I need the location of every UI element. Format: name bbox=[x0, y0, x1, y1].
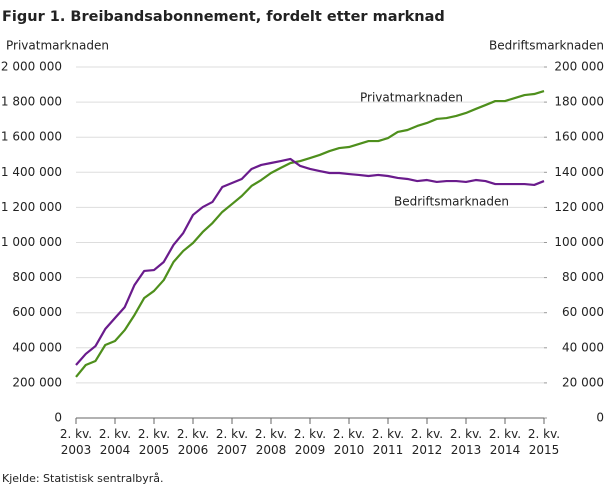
y2-tick-label: 200 000 bbox=[554, 60, 604, 74]
y-tick-label: 1 800 000 bbox=[1, 95, 62, 109]
y2-tick-label: 40 000 bbox=[562, 340, 604, 354]
y2-tick-label: 120 000 bbox=[554, 200, 604, 214]
y-tick-label: 1 400 000 bbox=[1, 165, 62, 179]
y-tick-label: 800 000 bbox=[12, 270, 62, 284]
source: Kjelde: Statistisk sentralbyrå. bbox=[2, 472, 164, 485]
x-tick-label: 2. kv. 2011 bbox=[371, 427, 405, 457]
y-axis-label: Privatmarknaden bbox=[6, 39, 109, 53]
x-tick-label: 2. kv. 2003 bbox=[59, 427, 93, 457]
y2-axis-label: Bedriftsmarknaden bbox=[489, 39, 604, 53]
y-tick-label: 1 000 000 bbox=[1, 235, 62, 249]
series-line bbox=[75, 157, 545, 366]
x-tick-label: 2. kv. 2008 bbox=[254, 427, 288, 457]
x-tick-label: 2. kv. 2009 bbox=[293, 427, 327, 457]
y-tick-label: 600 000 bbox=[12, 305, 62, 319]
x-tick-label: 2. kv. 2004 bbox=[98, 427, 132, 457]
y-tick-label: 0 bbox=[54, 411, 62, 425]
y-tick-label: 1 200 000 bbox=[1, 200, 62, 214]
y-tick-label: 200 000 bbox=[12, 375, 62, 389]
y2-tick-label: 0 bbox=[596, 411, 604, 425]
y2-tick-label: 160 000 bbox=[554, 130, 604, 144]
x-tick-label: 2. kv. 2012 bbox=[410, 427, 444, 457]
series-line bbox=[75, 89, 545, 378]
x-tick-label: 2. kv. 2005 bbox=[137, 427, 171, 457]
y-tick-label: 2 000 000 bbox=[1, 60, 62, 74]
y2-tick-label: 20 000 bbox=[562, 375, 604, 389]
y2-tick-label: 60 000 bbox=[562, 305, 604, 319]
y-tick-label: 1 600 000 bbox=[1, 130, 62, 144]
y-tick-label: 400 000 bbox=[12, 340, 62, 354]
x-tick-label: 2. kv. 2007 bbox=[215, 427, 249, 457]
series-label: Bedriftsmarknaden bbox=[394, 195, 509, 209]
x-tick-label: 2. kv. 2015 bbox=[527, 427, 561, 457]
x-tick-label: 2. kv. 2010 bbox=[332, 427, 366, 457]
y2-tick-label: 100 000 bbox=[554, 235, 604, 249]
series-label: Privatmarknaden bbox=[360, 91, 463, 105]
x-tick-label: 2. kv. 2014 bbox=[488, 427, 522, 457]
x-tick-label: 2. kv. 2006 bbox=[176, 427, 210, 457]
y2-tick-label: 80 000 bbox=[562, 270, 604, 284]
y2-tick-label: 140 000 bbox=[554, 165, 604, 179]
x-tick-label: 2. kv. 2013 bbox=[449, 427, 483, 457]
chart-title: Figur 1. Breibandsabonnement, fordelt et… bbox=[2, 9, 445, 25]
y2-tick-label: 180 000 bbox=[554, 95, 604, 109]
